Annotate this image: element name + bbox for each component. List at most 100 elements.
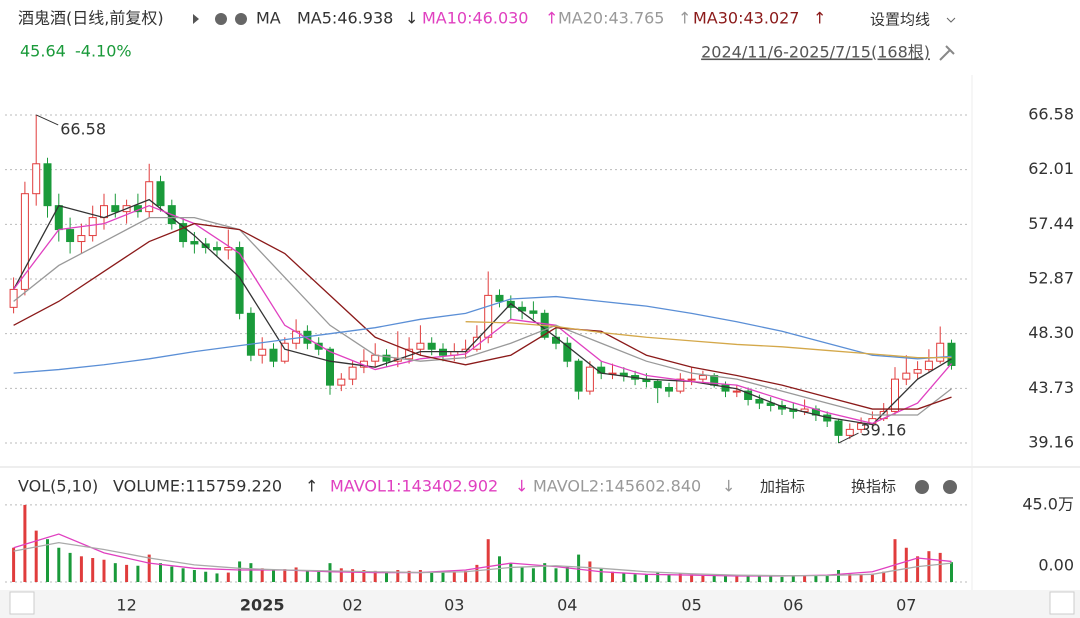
candle-body — [145, 181, 154, 213]
candle-body — [665, 387, 673, 392]
volume-bar — [57, 547, 61, 582]
x-tick-label: 02 — [342, 596, 362, 615]
volume-bar — [656, 572, 660, 582]
volume-bar — [611, 571, 614, 582]
candle-body — [676, 378, 685, 392]
volume-bar — [667, 574, 671, 582]
x-tick-label: 12 — [116, 596, 136, 615]
high-label: 66.58 — [60, 119, 106, 138]
ma-line — [13, 204, 952, 425]
volume-bar — [464, 570, 468, 582]
switch-indicator[interactable]: 换指标 — [851, 478, 896, 496]
add-indicator[interactable]: 加指标 — [760, 478, 805, 496]
stock-title: 酒鬼酒(日线,前复权) — [18, 9, 164, 28]
volume-bar — [68, 552, 72, 582]
y-tick-label: 66.58 — [1028, 104, 1074, 123]
volume-bar — [181, 568, 185, 582]
date-range[interactable]: 2024/11/6-2025/7/15(168根) — [701, 43, 930, 62]
volume-bar — [79, 556, 83, 582]
volume-bar — [622, 573, 626, 582]
expand-icon[interactable] — [193, 14, 199, 24]
scroll-bar[interactable] — [0, 590, 1080, 618]
candle-body — [258, 348, 267, 356]
volume-bar — [633, 574, 637, 582]
y-tick-label: 43.73 — [1028, 378, 1074, 397]
volume-bar — [328, 563, 332, 582]
volume-bar — [916, 556, 920, 582]
volume-bar — [385, 571, 388, 582]
gear-icon[interactable] — [215, 13, 227, 25]
volume-bar — [746, 575, 750, 582]
ma-label: MA — [256, 9, 281, 28]
volume-bar — [938, 552, 942, 582]
ma-line — [13, 295, 952, 374]
candle-body — [936, 342, 945, 362]
volume-bar — [565, 566, 569, 582]
candle-body — [585, 366, 594, 392]
scroll-left[interactable] — [9, 591, 35, 615]
volume-bar — [192, 570, 196, 582]
close-icon[interactable] — [943, 480, 957, 494]
y-tick-label: 57.44 — [1028, 214, 1074, 233]
candle-body — [20, 193, 29, 290]
volume-bar — [814, 576, 818, 582]
volume-bar — [125, 564, 129, 582]
volume-bar — [769, 576, 773, 582]
low-arrow — [838, 432, 859, 444]
volume-bar — [724, 575, 727, 582]
x-tick-label: 03 — [444, 596, 464, 615]
volume-bar — [305, 570, 309, 582]
ma-line — [13, 216, 952, 416]
candle-body — [552, 336, 560, 344]
candle-body — [913, 369, 922, 374]
candle-body — [246, 312, 255, 356]
candle-body — [427, 342, 436, 350]
volume-bar — [339, 568, 343, 582]
volume-bar — [757, 576, 761, 582]
volume-bar — [509, 563, 513, 582]
volume-bar — [520, 566, 524, 582]
candle-body — [88, 217, 97, 237]
volume-bar — [294, 567, 298, 582]
high-arrow — [35, 114, 59, 126]
candle-body — [66, 229, 75, 243]
volume-bar — [159, 563, 162, 582]
volume-bar — [418, 570, 422, 582]
volume-bar — [23, 504, 27, 582]
gear-icon[interactable] — [915, 480, 929, 494]
vol-legend: VOLUME:115759.220 — [113, 477, 282, 496]
volume-bar — [373, 570, 377, 582]
volume-bar — [599, 568, 603, 582]
pin-icon[interactable] — [939, 45, 955, 61]
ma-line — [13, 222, 952, 410]
mavol-line — [13, 541, 952, 577]
volume-bar — [362, 570, 366, 582]
volume-bar — [46, 539, 49, 582]
candle-body — [100, 205, 108, 219]
close-icon[interactable] — [235, 13, 247, 25]
volume-bar — [272, 570, 275, 582]
candle-body — [348, 366, 357, 380]
volume-bar — [803, 576, 807, 582]
volume-bar — [780, 576, 784, 582]
volume-bar — [12, 547, 16, 582]
vol-arrow: ↓ — [722, 477, 735, 496]
vol-tick-label: 0.00 — [1038, 556, 1074, 575]
settings-button[interactable]: 设置均线 — [870, 11, 930, 29]
ma-arrow: ↑ — [813, 9, 826, 28]
volume-bar — [859, 574, 863, 582]
volume-bar — [735, 576, 739, 582]
candle-body — [190, 241, 199, 245]
volume-bar — [226, 572, 230, 582]
candle-body — [687, 378, 696, 381]
y-tick-label: 62.01 — [1028, 159, 1074, 178]
volume-bar — [283, 569, 287, 582]
volume-bar — [848, 573, 852, 582]
dropdown-icon[interactable] — [946, 17, 956, 23]
volume-bar — [170, 566, 174, 582]
candle-body — [529, 310, 538, 314]
candle-body — [179, 223, 188, 243]
volume-bar — [249, 563, 253, 582]
volume-bar — [351, 569, 355, 582]
scroll-right[interactable] — [1049, 591, 1075, 615]
